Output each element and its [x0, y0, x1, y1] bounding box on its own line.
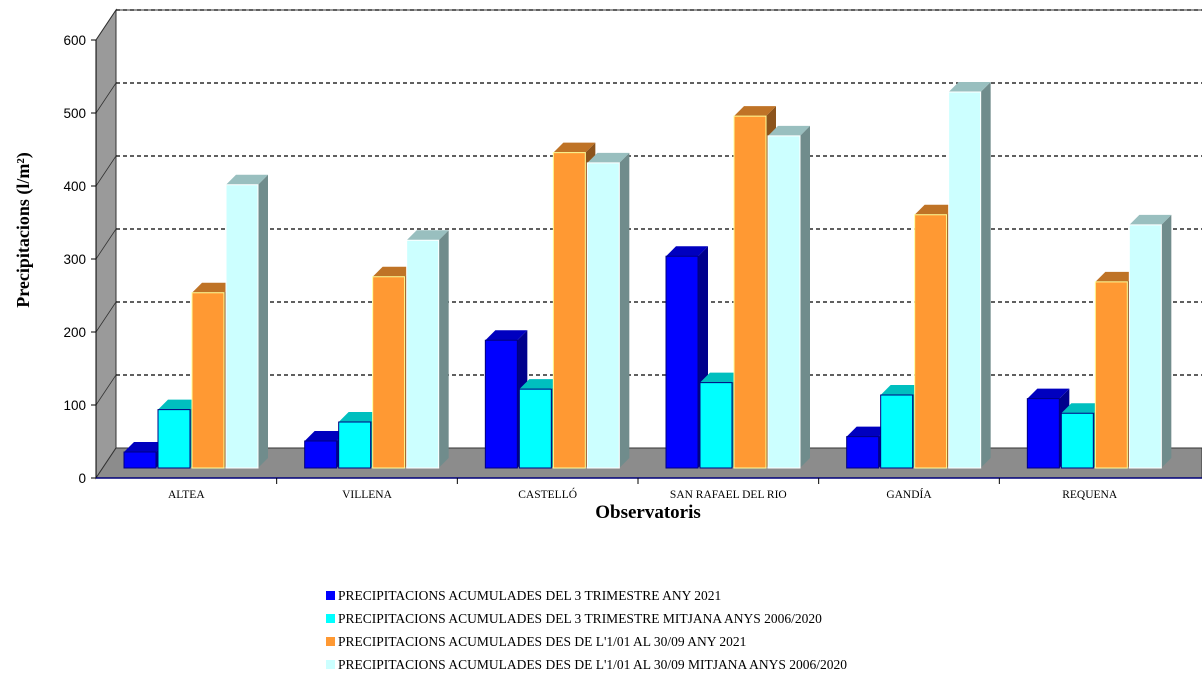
bar-top: [734, 106, 776, 117]
x-tick-label: ALTEA: [168, 489, 205, 501]
y-tick-label: 300: [63, 252, 86, 267]
x-axis-label: Observatoris: [595, 502, 701, 523]
legend-item: PRECIPITACIONS ACUMULADES DEL 3 TRIMESTR…: [326, 607, 847, 630]
bar: [191, 292, 225, 469]
legend-item: PRECIPITACIONS ACUMULADES DES DE L'1/01 …: [326, 653, 847, 676]
x-tick-label: SAN RAFAEL DEL RIO: [670, 489, 787, 501]
bar: [665, 255, 699, 469]
bar: [1026, 398, 1060, 469]
bar: [767, 135, 801, 469]
bar: [699, 382, 733, 469]
bar-side: [619, 152, 630, 469]
legend-label: PRECIPITACIONS ACUMULADES DEL 3 TRIMESTR…: [338, 587, 722, 603]
legend-swatch: [326, 660, 335, 669]
gridline-side-400: [95, 155, 117, 187]
bar-top: [768, 125, 810, 136]
bar-side: [980, 82, 991, 469]
x-tick-label: CASTELLÓ: [518, 487, 577, 501]
legend-item: PRECIPITACIONS ACUMULADES DES DE L'1/01 …: [326, 630, 847, 653]
bar: [1128, 224, 1162, 469]
bar: [880, 394, 914, 469]
legend-label: PRECIPITACIONS ACUMULADES DEL 3 TRIMESTR…: [338, 610, 822, 626]
bar: [157, 409, 191, 469]
bar-top: [192, 282, 234, 293]
bar: [733, 115, 767, 469]
bar-top: [304, 430, 347, 441]
bar-top: [587, 152, 630, 163]
bar-top: [700, 372, 742, 383]
bar-top: [553, 142, 596, 153]
bar: [552, 152, 586, 469]
bar-top: [1061, 403, 1104, 414]
y-axis-label: Precipitacions (l/m²): [13, 152, 34, 308]
bar-top: [124, 441, 166, 452]
bar: [372, 276, 406, 469]
bar: [586, 162, 620, 469]
legend-item: PRECIPITACIONS ACUMULADES DEL 3 TRIMESTR…: [326, 584, 847, 607]
bar-side: [800, 125, 810, 468]
bar: [304, 440, 338, 469]
gridline-side-200: [95, 301, 117, 333]
bar-top: [372, 266, 415, 277]
x-tick-label: GANDÍA: [886, 487, 932, 501]
bar-top: [880, 385, 923, 395]
bar: [1060, 412, 1094, 469]
bar: [123, 451, 157, 469]
y-tick-label: 0: [78, 471, 86, 486]
bar-top: [846, 426, 889, 437]
bar-top: [1129, 214, 1172, 225]
bar: [914, 214, 948, 469]
bar-top: [914, 204, 957, 215]
gridline-side-300: [95, 228, 117, 260]
gridline-side-500: [95, 82, 117, 114]
legend-swatch: [326, 614, 335, 623]
bar-top: [519, 379, 562, 390]
bar: [484, 339, 518, 469]
bar: [948, 91, 982, 469]
bar-top: [158, 399, 200, 410]
bar: [846, 436, 880, 469]
y-tick-label: 400: [63, 179, 86, 194]
gridline-side-100: [95, 374, 117, 406]
bar-top: [406, 230, 449, 241]
bar-top: [948, 82, 991, 93]
y-tick-label: 200: [63, 325, 86, 340]
y-tick-label: 600: [63, 33, 86, 48]
bar: [518, 388, 552, 469]
bar-top: [666, 246, 708, 257]
legend-label: PRECIPITACIONS ACUMULADES DES DE L'1/01 …: [338, 656, 848, 672]
bar-top: [226, 174, 268, 185]
bar: [225, 184, 259, 469]
x-tick-label: VILLENA: [342, 489, 393, 501]
bar-side: [1161, 214, 1172, 468]
bar: [1094, 281, 1128, 469]
bar-side: [258, 174, 268, 468]
legend: PRECIPITACIONS ACUMULADES DEL 3 TRIMESTR…: [326, 584, 847, 676]
legend-label: PRECIPITACIONS ACUMULADES DES DE L'1/01 …: [338, 633, 747, 649]
y-tick-label: 100: [63, 398, 86, 413]
bar: [406, 239, 440, 469]
y-tick-label: 500: [63, 106, 86, 121]
bar-top: [1095, 271, 1138, 282]
bar-top: [485, 330, 528, 341]
legend-swatch: [326, 591, 335, 600]
legend-swatch: [326, 637, 335, 646]
x-tick-label: REQUENA: [1062, 489, 1118, 501]
gridline-side-600: [95, 9, 117, 41]
bar-top: [338, 412, 381, 423]
bar-top: [1027, 388, 1070, 399]
bar: [338, 421, 372, 469]
bar-side: [438, 230, 449, 468]
